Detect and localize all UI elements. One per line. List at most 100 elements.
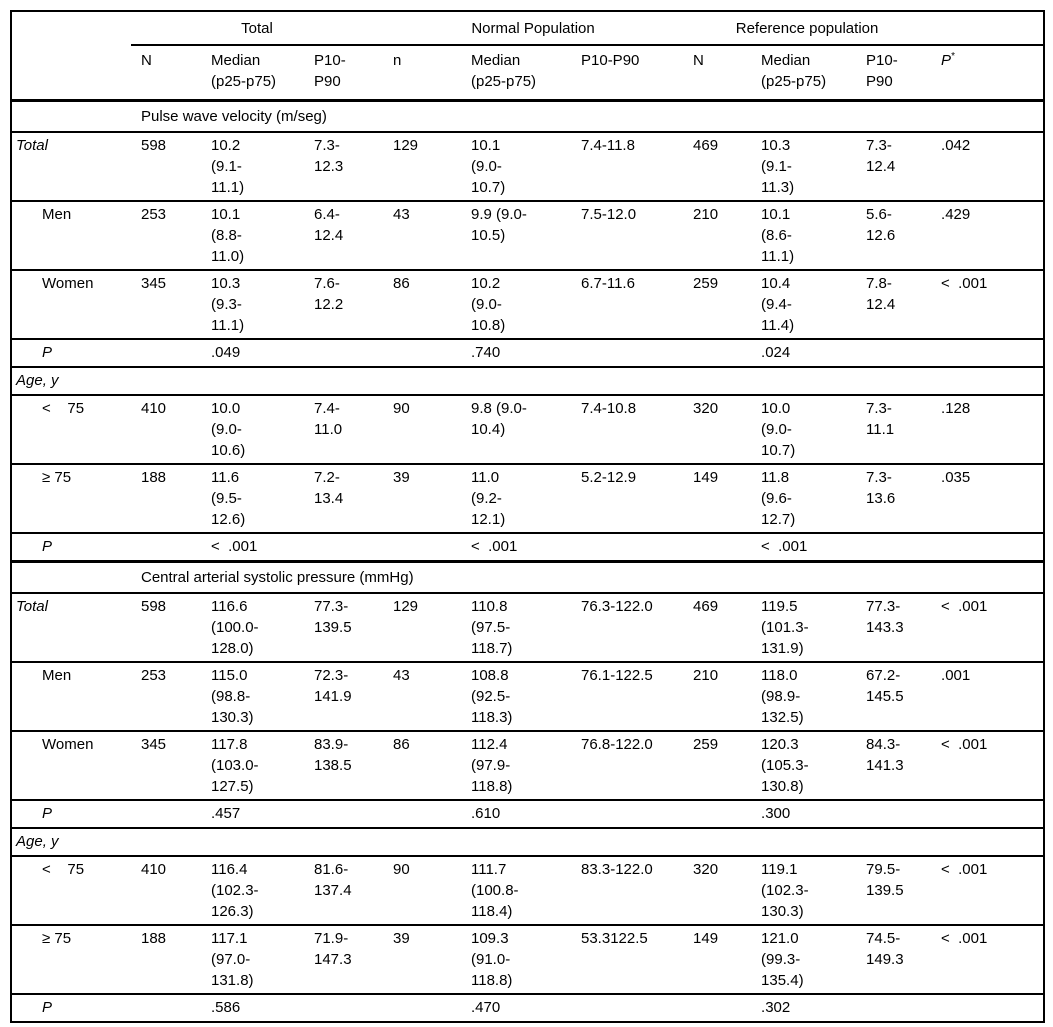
data-cell: 67.2-145.5 [856,662,932,732]
cell-value: 10.3 (9.1-11.3) [761,137,795,196]
data-cell: 7.3-12.4 [856,132,932,202]
data-cell [571,994,684,1023]
data-cell: 10.1 (9.0-10.7) [461,132,571,202]
cell-value: 7.4-11.8 [581,137,635,154]
section-title-row: Central arterial systolic pressure (mmHg… [11,560,1045,594]
cell-value: 109.3 (91.0-118.8) [471,930,513,989]
data-cell: < .001 [931,731,1045,801]
cell-value: 7.4-10.8 [581,400,637,417]
cell-value: 77.3-143.3 [866,598,904,636]
data-cell: 81.6-137.4 [304,856,383,926]
data-cell: 77.3-139.5 [304,593,383,663]
data-cell: 10.3 (9.1-11.3) [751,132,857,202]
cell-value: 119.1 (102.3-130.3) [761,861,809,920]
section-title-row: Pulse wave velocity (m/seg) [11,99,1045,133]
table-row: Men 253 115.0 (98.8-130.3) 72.3-141.9 43 108.… [11,662,1045,732]
data-cell: 118.0 (98.9-132.5) [751,662,857,732]
column-header-n-reference: N [683,45,752,102]
data-cell: 76.8-122.0 [571,731,684,801]
cell-value: 5.6-12.6 [866,206,896,244]
cell-value: 118.0 (98.9-132.5) [761,667,804,726]
cell-value: < .001 [471,538,518,555]
data-cell [304,828,383,857]
data-cell [201,828,304,857]
group-header-blank [931,11,1045,46]
group-header-normal-population: Normal Population [383,11,684,46]
data-cell [383,339,461,368]
data-cell: < .001 [201,533,304,563]
data-cell: 9.9 (9.0-10.5) [461,201,571,271]
row-label: P [11,800,131,829]
data-cell: 110.8 (97.5-118.7) [461,593,571,663]
data-cell: 74.5-149.3 [856,925,932,995]
cell-value: 10.0 (9.0-10.7) [761,400,796,459]
data-cell: 79.5-139.5 [856,856,932,926]
cell-value: 7.3-11.1 [866,400,895,438]
row-label: Men [11,201,131,271]
data-cell: 11.8 (9.6-12.7) [751,464,857,534]
row-label: Women [11,731,131,801]
data-cell [131,339,201,368]
data-cell [856,339,932,368]
data-cell: 116.6 (100.0-128.0) [201,593,304,663]
table-row: P .457 .610 .300 [11,800,1045,829]
data-cell: 10.3 (9.3-11.1) [201,270,304,340]
column-header-text: P10-P90 [866,52,898,90]
data-cell: .429 [931,201,1045,271]
data-cell: 76.3-122.0 [571,593,684,663]
data-cell: 253 [131,662,201,732]
row-label: < 75 [11,856,131,926]
cell-value: 10.1 (9.0-10.7) [471,137,506,196]
cell-value: 7.2-13.4 [314,469,344,507]
data-cell [304,800,383,829]
cell-value: 117.1 (97.0-131.8) [211,930,254,989]
data-cell: 83.9-138.5 [304,731,383,801]
cell-value: 84.3-141.3 [866,736,904,774]
table-row: Age, y [11,828,1045,857]
data-cell [571,533,684,563]
table-body: Pulse wave velocity (m/seg) Total 598 10.2 … [11,99,1045,1023]
cell-value: 6.4-12.4 [314,206,344,244]
data-cell: 119.1 (102.3-130.3) [751,856,857,926]
data-cell: 43 [383,201,461,271]
data-cell: 10.0 (9.0-10.6) [201,395,304,465]
cell-value: .740 [471,344,501,361]
data-cell: 9.8 (9.0-10.4) [461,395,571,465]
data-cell: 39 [383,464,461,534]
row-label: Age, y [11,367,131,396]
data-cell [683,994,752,1023]
column-header-p-value: P* [931,45,1045,102]
data-cell: .740 [461,339,571,368]
data-cell: .610 [461,800,571,829]
cell-value: 11.6 (9.5-12.6) [211,469,246,528]
cell-value: .024 [761,344,791,361]
row-label: ≥ 75 [11,925,131,995]
data-cell [683,533,752,563]
data-cell: 5.2-12.9 [571,464,684,534]
data-cell: .001 [931,662,1045,732]
table-row: P .049 .740 .024 [11,339,1045,368]
table-row: Women 345 117.8 (103.0-127.5) 83.9-138.5 86 1… [11,731,1045,801]
table-row: Age, y [11,367,1045,396]
row-label: Age, y [11,828,131,857]
cell-value: 9.8 (9.0-10.4) [471,400,527,438]
group-header-row: Total Normal Population Reference popula… [11,11,1045,46]
cell-value: 10.4 (9.4-11.4) [761,275,795,334]
data-cell [304,533,383,563]
data-cell: 10.2 (9.1-11.1) [201,132,304,202]
data-cell [383,533,461,563]
data-cell [856,800,932,829]
table-row: P .586 .470 .302 [11,994,1045,1023]
data-cell: 90 [383,395,461,465]
data-cell: < .001 [461,533,571,563]
data-cell: 7.8-12.4 [856,270,932,340]
data-cell: 149 [683,925,752,995]
data-cell [571,800,684,829]
row-label: < 75 [11,395,131,465]
data-cell: 149 [683,464,752,534]
data-cell: 210 [683,662,752,732]
cell-value: 112.4 (97.9-118.8) [471,736,513,795]
cell-value: 10.2 (9.0-10.8) [471,275,506,334]
data-cell: .302 [751,994,857,1023]
data-cell [383,367,461,396]
